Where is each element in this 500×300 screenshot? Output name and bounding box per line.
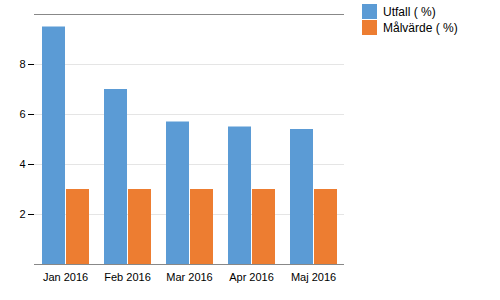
- svg-text:Maj 2016: Maj 2016: [291, 271, 336, 283]
- svg-text:6: 6: [19, 108, 25, 120]
- svg-text:Feb 2016: Feb 2016: [104, 271, 150, 283]
- svg-text:Jan 2016: Jan 2016: [43, 271, 88, 283]
- svg-text:Mar 2016: Mar 2016: [166, 271, 212, 283]
- html-text:Utfall ( %): Utfall ( %): [383, 4, 436, 19]
- svg-text:2: 2: [19, 208, 25, 220]
- svg-text:8: 8: [19, 58, 25, 70]
- svg-text:4: 4: [19, 158, 25, 170]
- svg-text:Apr 2016: Apr 2016: [229, 271, 274, 283]
- html-text:Målvärde ( %): Målvärde ( %): [383, 20, 458, 35]
